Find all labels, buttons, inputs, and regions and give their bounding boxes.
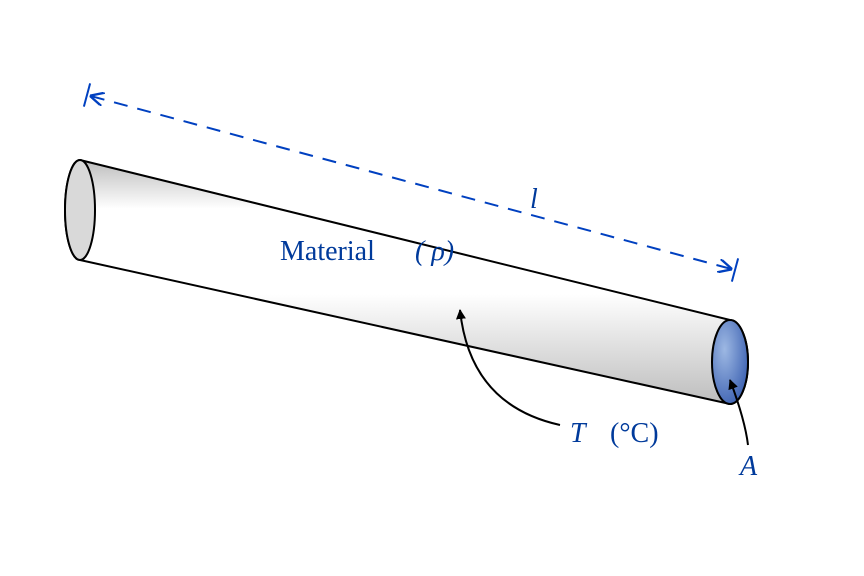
label-area: A (738, 451, 758, 482)
cylinder-left-cap (65, 160, 95, 260)
label-temp-T: T (570, 418, 588, 449)
label-temp-unit: (°C) (610, 418, 659, 449)
label-material-rho: ( ρ) (415, 236, 454, 267)
cylinder-body (65, 160, 748, 404)
label-length: l (530, 184, 538, 215)
dim-tick-right (732, 258, 738, 281)
label-material-word: Material (280, 236, 375, 267)
dim-tick-left (84, 83, 90, 106)
cylinder-right-cap (712, 320, 748, 404)
